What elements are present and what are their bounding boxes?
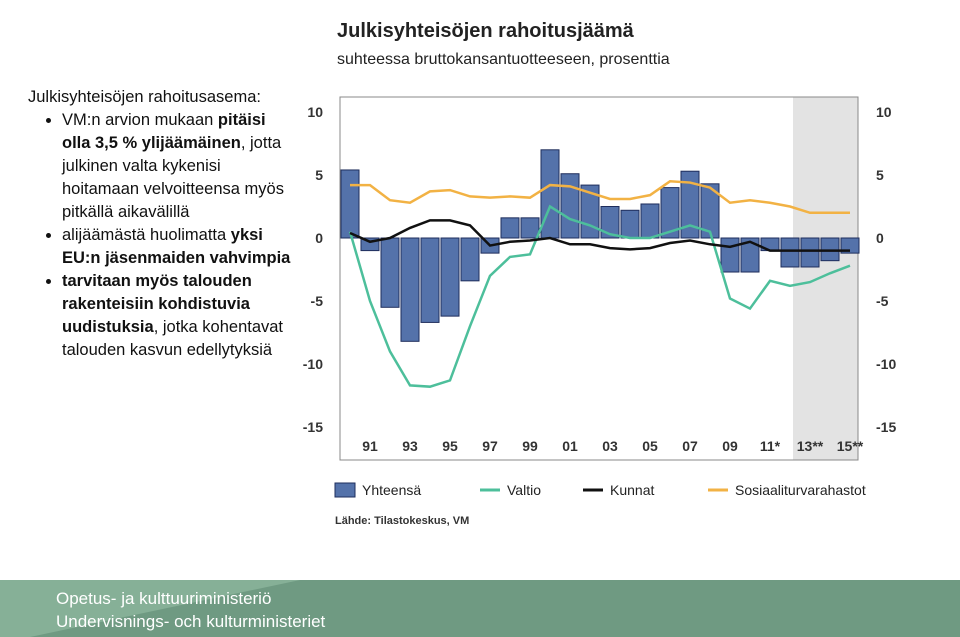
line xyxy=(350,180,850,215)
footer-line: Opetus- ja kulttuuriministeriö xyxy=(56,589,271,608)
bar xyxy=(800,237,820,268)
y-tick-label: 10 xyxy=(307,104,323,120)
x-tick-label: 97 xyxy=(482,438,498,454)
x-tick-label: 15** xyxy=(837,438,864,454)
text: alijäämästä huolimatta xyxy=(62,226,231,244)
y2-tick-label: 5 xyxy=(876,167,884,183)
bar xyxy=(600,206,620,239)
y-tick-label: -15 xyxy=(303,419,323,435)
text: tarvitaan myös talouden rakenteisiin koh… xyxy=(62,272,252,336)
x-tick-label: 03 xyxy=(602,438,618,454)
x-tick-label: 99 xyxy=(522,438,538,454)
y-tick-label: -5 xyxy=(311,293,324,309)
bar xyxy=(500,217,520,239)
bullet: VM:n arvion mukaan pitäisi olla 3,5 % yl… xyxy=(62,109,298,224)
y2-tick-label: -15 xyxy=(876,419,896,435)
bar xyxy=(400,237,420,342)
y-tick-label: -10 xyxy=(303,356,323,372)
bar xyxy=(560,173,580,239)
footer-accent xyxy=(0,580,300,637)
source: Lähde: Tilastokeskus, VM xyxy=(335,515,469,527)
bar xyxy=(740,237,760,273)
bar xyxy=(840,237,860,254)
bar xyxy=(440,237,460,317)
intro: Julkisyhteisöjen rahoitusasema: xyxy=(28,88,261,106)
text: , jotka kohentavat talouden kasvun edell… xyxy=(62,318,284,359)
x-tick-label: 95 xyxy=(442,438,458,454)
y-tick-label: 5 xyxy=(315,167,323,183)
footer-line: Undervisnings- och kulturministeriet xyxy=(56,612,326,631)
text: pitäisi olla 3,5 % ylijäämäinen xyxy=(62,111,266,152)
x-tick-label: 05 xyxy=(642,438,658,454)
x-tick-label: 93 xyxy=(402,438,418,454)
bullet: alijäämästä huolimatta yksi EU:n jäsenma… xyxy=(62,224,298,270)
y-tick-label: 0 xyxy=(315,230,323,246)
x-tick-label: 01 xyxy=(562,438,578,454)
y2-tick-label: -10 xyxy=(876,356,896,372)
line xyxy=(349,219,850,252)
legend-label: Yhteensä xyxy=(362,482,421,498)
x-tick-label: 13** xyxy=(797,438,824,454)
text: VM:n arvion mukaan xyxy=(62,111,218,129)
x-tick-label: 11* xyxy=(760,438,781,454)
footer: Opetus- ja kulttuuriministeriö Undervisn… xyxy=(0,580,960,637)
bar xyxy=(520,217,540,239)
text-panel: Julkisyhteisöjen rahoitusasema: VM:n arv… xyxy=(28,86,298,362)
legend-swatch xyxy=(334,482,356,498)
bullet-list: VM:n arvion mukaan pitäisi olla 3,5 % yl… xyxy=(28,109,298,362)
bar xyxy=(720,237,740,273)
chart: Julkisyhteisöjen rahoitusjäämä suhteessa… xyxy=(303,20,897,527)
y2-tick-label: -5 xyxy=(876,293,889,309)
bar xyxy=(820,237,840,262)
bar xyxy=(780,237,800,268)
legend-label: Sosiaaliturvarahastot xyxy=(735,482,866,498)
legend-label: Valtio xyxy=(507,482,541,498)
forecast-shade xyxy=(793,97,858,460)
x-tick-label: 09 xyxy=(722,438,738,454)
legend-label: Kunnat xyxy=(610,482,654,498)
plot-frame xyxy=(339,96,859,461)
bar xyxy=(640,203,660,239)
bar xyxy=(700,183,720,239)
bar xyxy=(420,237,440,323)
y2-tick-label: 10 xyxy=(876,104,892,120)
chart-title: Julkisyhteisöjen rahoitusjäämä xyxy=(337,20,635,42)
text: yksi EU:n jäsenmaiden vahvimpia xyxy=(62,226,291,267)
line xyxy=(348,204,851,388)
bar xyxy=(340,169,360,239)
chart-subtitle: suhteessa bruttokansantuotteeseen, prose… xyxy=(337,51,670,68)
bar xyxy=(380,237,400,308)
x-tick-label: 07 xyxy=(682,438,698,454)
text: , jotta julkinen valta kykenisi hoitamaa… xyxy=(62,134,284,221)
bullet: tarvitaan myös talouden rakenteisiin koh… xyxy=(62,270,298,362)
bar xyxy=(620,209,640,239)
y2-tick-label: 0 xyxy=(876,230,884,246)
bar xyxy=(680,170,700,239)
x-tick-label: 91 xyxy=(362,438,378,454)
bar xyxy=(460,237,480,282)
bar xyxy=(660,187,680,239)
